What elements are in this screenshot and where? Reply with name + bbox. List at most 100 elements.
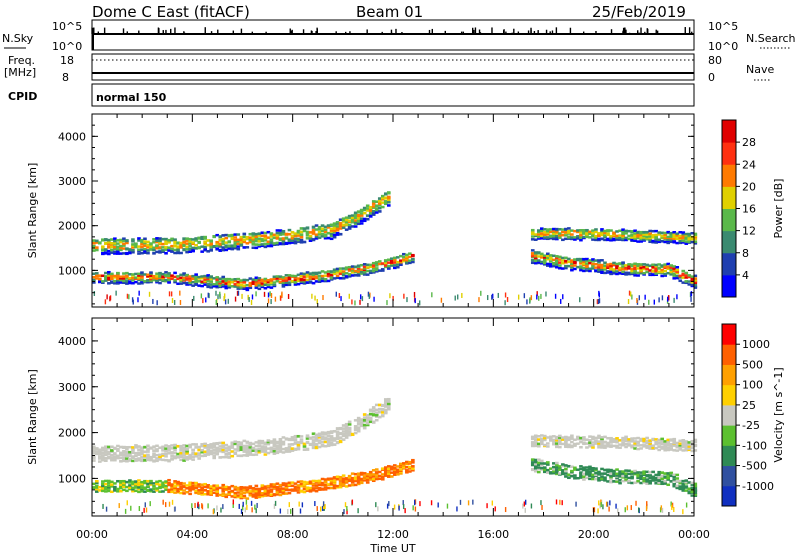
velocity-cell — [191, 455, 195, 459]
velocity-cell — [248, 446, 253, 449]
power-cell — [263, 283, 268, 286]
power-cell — [161, 237, 165, 241]
velocity-cell — [203, 442, 207, 446]
velocity-cell — [158, 486, 162, 490]
power-cell — [305, 281, 310, 284]
velocity-cell — [539, 438, 544, 442]
power-cell — [125, 282, 129, 285]
velocity-cell — [624, 437, 628, 440]
power-cell — [173, 248, 177, 252]
velocity-speckle — [246, 504, 248, 510]
velocity-cell — [146, 447, 150, 450]
velocity-cell — [317, 488, 322, 491]
power-cell — [137, 249, 141, 253]
velocity-cell — [335, 475, 340, 478]
colorbar-tick-label: -100 — [742, 439, 767, 452]
power-cell — [269, 238, 274, 242]
velocity-cell — [119, 479, 123, 483]
velocity-cell — [305, 434, 310, 438]
power-cell — [299, 281, 304, 285]
velocity-cell — [329, 435, 334, 438]
velocity-cell — [254, 450, 259, 453]
velocity-cell — [143, 481, 147, 485]
power-cell — [128, 248, 132, 252]
power-cell — [149, 279, 153, 283]
power-cell — [269, 281, 274, 284]
power-speckle — [413, 291, 416, 297]
power-cell — [224, 241, 229, 244]
velocity-cell — [615, 438, 619, 442]
power-cell — [326, 270, 331, 273]
power-cell — [651, 236, 655, 239]
power-cell — [567, 257, 571, 261]
power-speckle — [269, 291, 271, 297]
velocity-cell — [621, 443, 625, 447]
power-cell — [212, 235, 217, 239]
power-cell — [615, 230, 619, 233]
power-cell — [377, 260, 382, 263]
velocity-cell — [293, 438, 298, 442]
velocity-cell — [579, 472, 583, 476]
power-cell — [107, 277, 111, 281]
power-cell — [182, 281, 186, 285]
velocity-cell — [224, 487, 229, 490]
velocity-cell — [152, 459, 156, 463]
velocity-cell — [185, 484, 189, 487]
power-cell — [326, 231, 331, 235]
velocity-cell — [591, 475, 595, 478]
x-tick-label: 04:00 — [176, 528, 208, 541]
power-cell — [615, 238, 619, 241]
velocity-speckle — [102, 503, 104, 509]
velocity-cell — [687, 491, 692, 494]
velocity-cell — [600, 467, 604, 471]
power-cell — [296, 273, 301, 277]
power-cell — [651, 263, 655, 267]
velocity-cell — [224, 449, 229, 453]
power-cell — [131, 273, 135, 276]
y-tick-label: 3000 — [58, 175, 86, 188]
velocity-cell — [125, 485, 129, 489]
velocity-cell — [152, 449, 156, 453]
power-cell — [621, 261, 625, 264]
power-cell — [681, 231, 686, 234]
power-cell — [314, 280, 319, 283]
power-cell — [206, 284, 210, 287]
power-cell — [191, 249, 195, 252]
power-speckle — [673, 297, 675, 303]
power-cell — [660, 274, 664, 278]
velocity-cell — [606, 445, 610, 448]
power-cell — [281, 239, 286, 243]
power-speckle — [267, 292, 270, 298]
velocity-cell — [152, 452, 156, 457]
power-cell — [266, 283, 271, 287]
power-cell — [113, 239, 117, 243]
power-cell — [624, 266, 628, 270]
velocity-cell — [588, 470, 592, 473]
velocity-cell — [125, 450, 129, 454]
power-cell — [597, 233, 601, 236]
velocity-cell — [281, 487, 286, 490]
velocity-cell — [101, 487, 105, 490]
velocity-cell — [386, 402, 391, 406]
power-cell — [371, 264, 376, 267]
power-cell — [266, 230, 271, 234]
power-cell — [224, 277, 229, 281]
power-cell — [672, 230, 677, 234]
velocity-cell — [627, 472, 631, 476]
power-cell — [143, 244, 147, 247]
velocity-cell — [227, 451, 232, 456]
power-cell — [573, 267, 577, 271]
power-cell — [344, 218, 349, 222]
power-cell — [630, 238, 634, 241]
velocity-cell — [305, 436, 310, 440]
colorbar-swatch — [722, 208, 736, 232]
velocity-cell — [191, 443, 195, 446]
velocity-cell — [173, 491, 177, 494]
power-cell — [329, 278, 334, 281]
velocity-cell — [299, 480, 304, 483]
power-cell — [654, 269, 658, 272]
velocity-cell — [245, 486, 250, 489]
power-cell — [227, 282, 232, 286]
velocity-cell — [167, 445, 171, 449]
velocity-cell — [296, 488, 301, 491]
